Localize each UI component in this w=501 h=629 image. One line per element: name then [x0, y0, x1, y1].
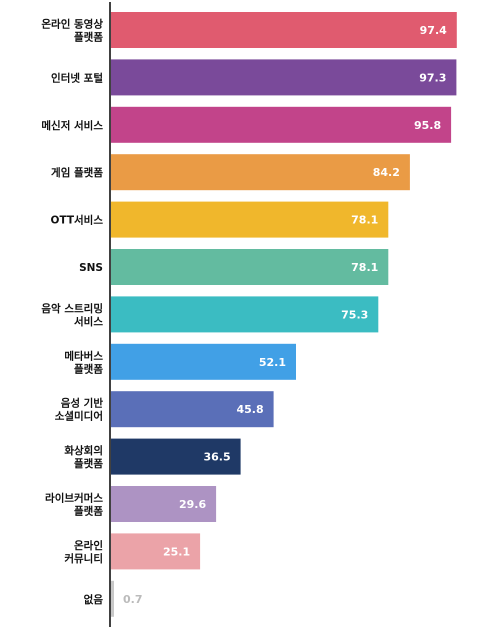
value-label-9: 36.5 — [203, 451, 230, 464]
bar-2 — [111, 106, 452, 143]
category-label-9-0: 화상회의 — [64, 444, 103, 457]
value-label-7: 52.1 — [259, 356, 286, 369]
value-label-2: 95.8 — [414, 119, 441, 132]
category-label-3-0: 게임 플랫폼 — [51, 166, 103, 179]
bars-group: 97.4 97.3 95.8 84.2 78.1 78.1 75.3 52.1 45.8 36.5… — [111, 12, 457, 617]
category-label-6-0: 음악 스트리밍 — [41, 302, 103, 315]
category-label-10-1: 플랫폼 — [74, 505, 103, 518]
bar-1 — [111, 59, 457, 96]
bar-6 — [111, 296, 379, 333]
category-label-8-1: 소셜미디어 — [55, 410, 103, 423]
bar-8 — [111, 391, 274, 428]
category-label-8-0: 음성 기반 — [61, 397, 104, 410]
bar-5 — [111, 249, 389, 285]
category-label-12-0: 없음 — [84, 593, 104, 606]
value-label-0: 97.4 — [420, 24, 447, 37]
category-label-0-0: 온라인 동영상 — [41, 18, 103, 31]
bar-3 — [111, 154, 410, 191]
category-label-2-0: 메신저 서비스 — [41, 119, 103, 132]
category-label-7-0: 메타버스 — [64, 349, 103, 362]
bar-0 — [111, 12, 457, 48]
category-label-5-0: SNS — [79, 262, 103, 274]
value-label-8: 45.8 — [236, 403, 263, 416]
bar-12 — [111, 580, 114, 617]
value-label-4: 78.1 — [351, 214, 378, 227]
bar-10 — [111, 486, 217, 522]
value-label-12: 0.7 — [123, 593, 143, 606]
category-label-11-0: 온라인 — [74, 539, 103, 552]
value-label-3: 84.2 — [373, 166, 400, 179]
bar-4 — [111, 201, 389, 238]
category-label-1-0: 인터넷 포털 — [51, 71, 103, 84]
bar-9 — [111, 438, 241, 475]
value-label-5: 78.1 — [351, 261, 378, 274]
category-label-6-1: 서비스 — [74, 315, 103, 328]
category-label-4-0: OTT서비스 — [51, 214, 104, 227]
bar-7 — [111, 343, 296, 380]
value-label-6: 75.3 — [341, 308, 368, 321]
category-label-0-1: 플랫폼 — [74, 31, 103, 44]
value-label-10: 29.6 — [179, 498, 206, 511]
category-label-11-1: 커뮤니티 — [64, 552, 103, 565]
category-label-7-1: 플랫폼 — [74, 362, 103, 375]
bar-11 — [111, 533, 201, 570]
value-label-11: 25.1 — [163, 545, 190, 558]
category-label-9-1: 플랫폼 — [74, 457, 103, 470]
category-label-10-0: 라이브커머스 — [45, 492, 103, 505]
value-label-1: 97.3 — [419, 71, 446, 84]
